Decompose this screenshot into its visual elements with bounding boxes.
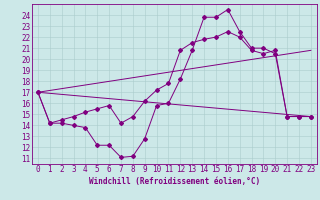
X-axis label: Windchill (Refroidissement éolien,°C): Windchill (Refroidissement éolien,°C)	[89, 177, 260, 186]
